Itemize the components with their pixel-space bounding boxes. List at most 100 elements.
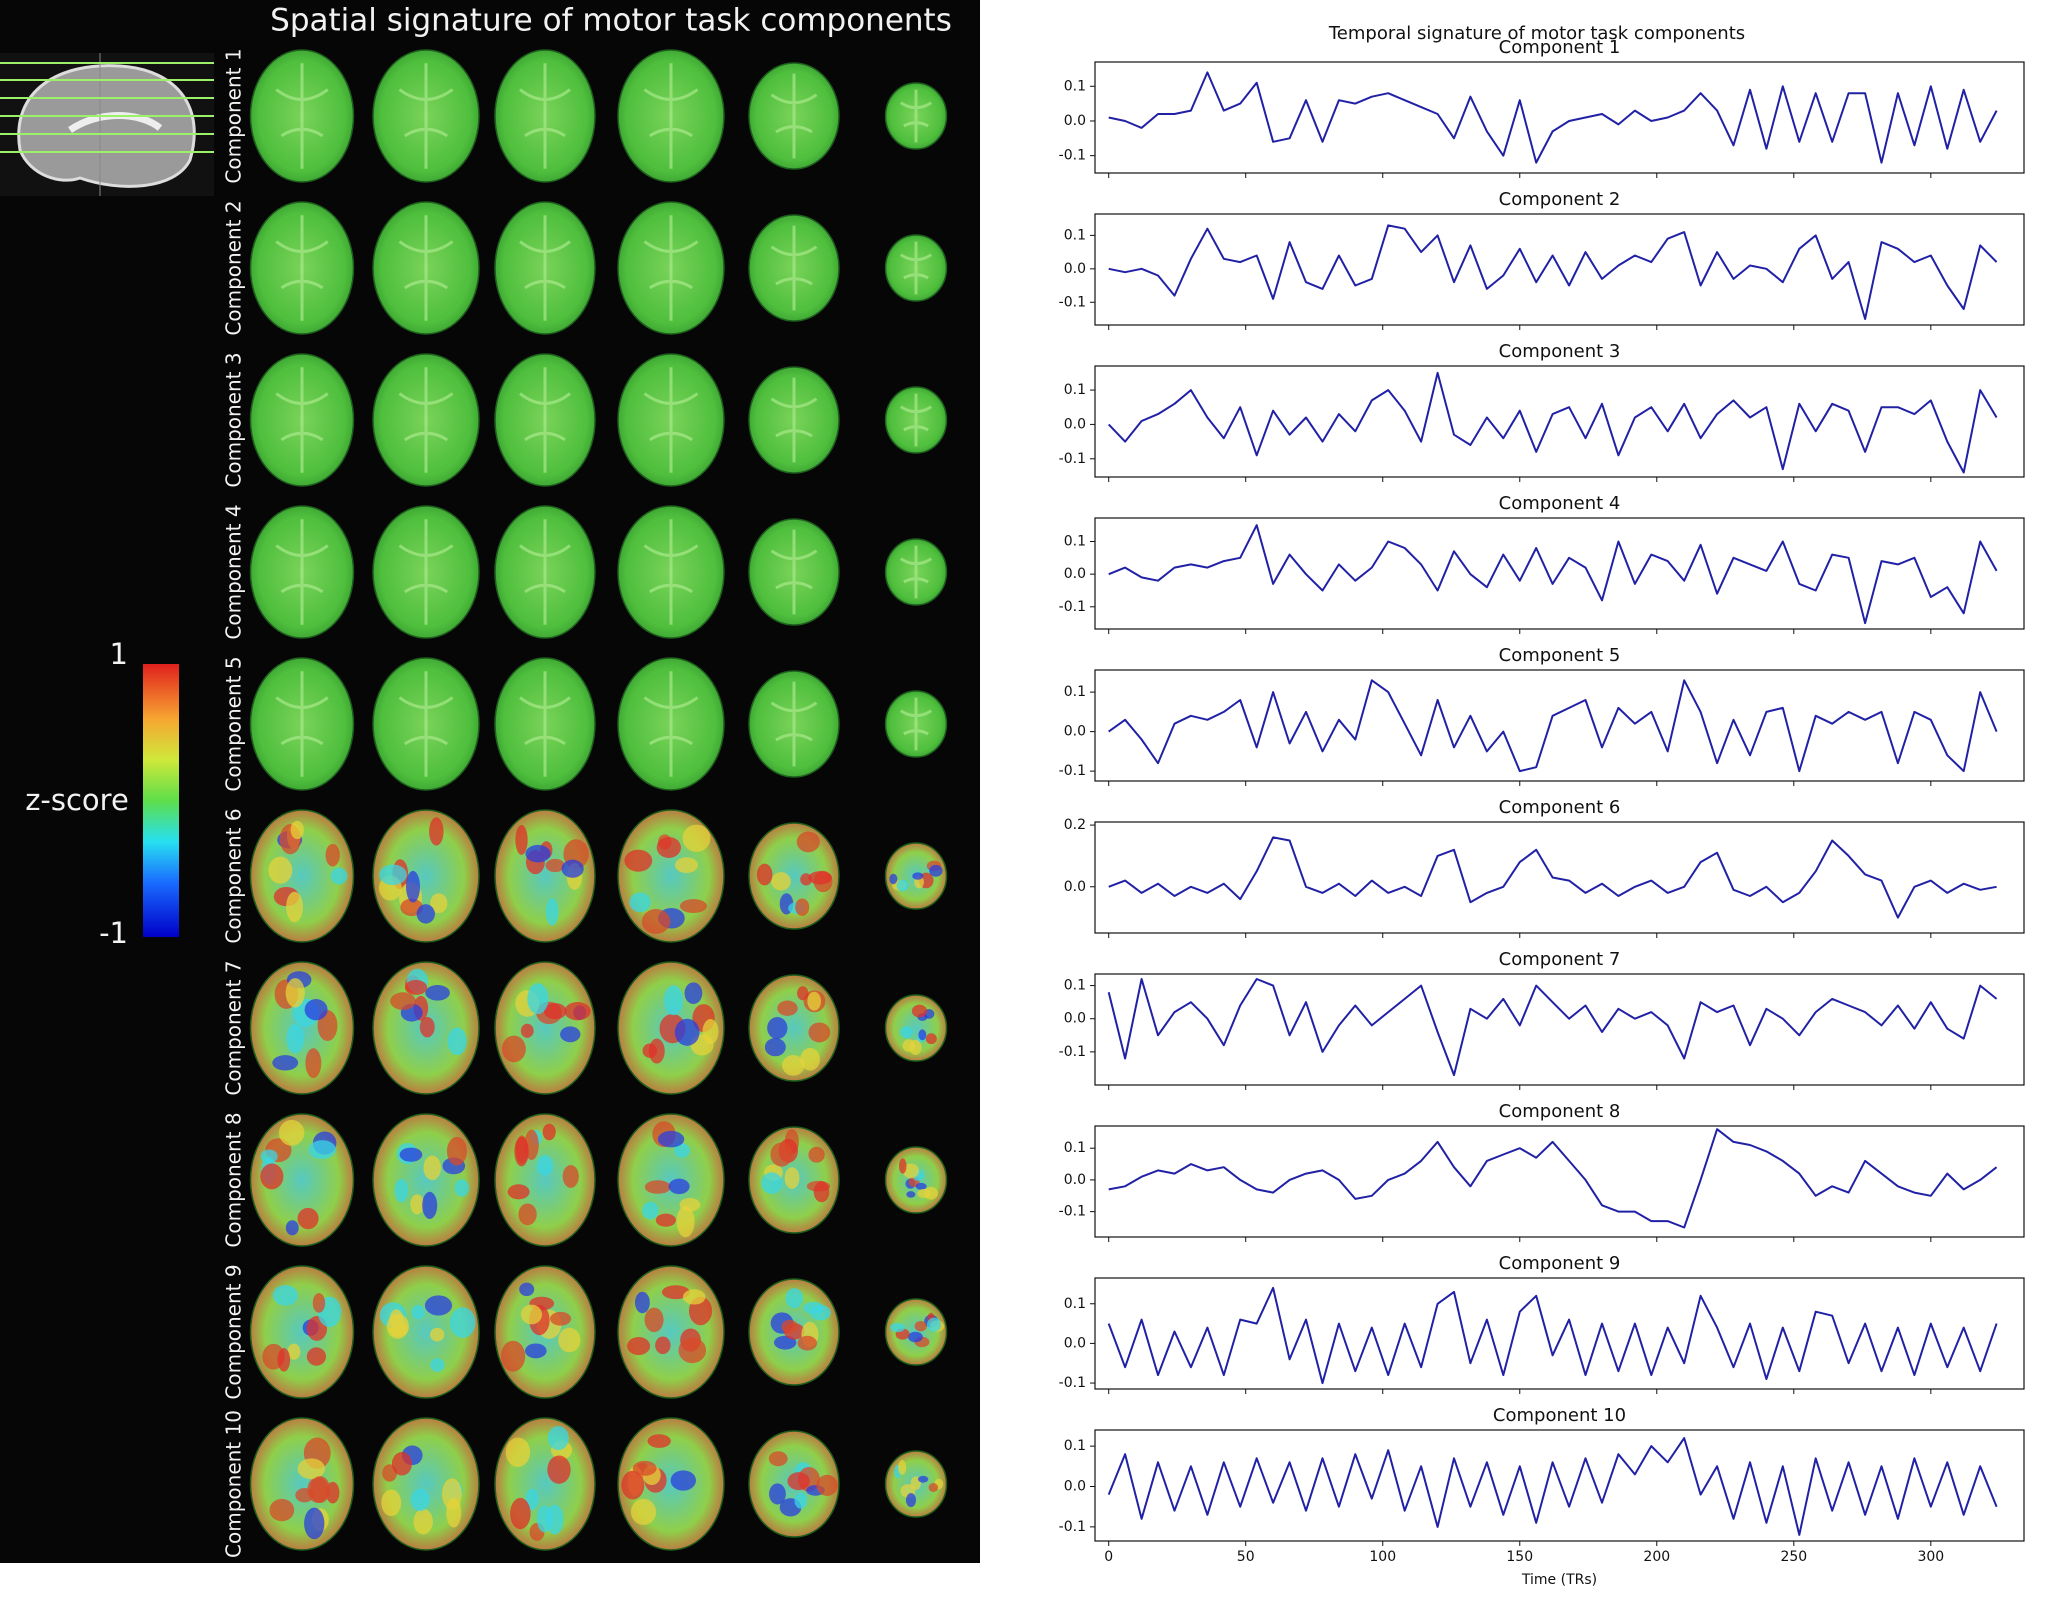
row-label: Component 6 — [222, 808, 246, 943]
brain-folds — [770, 73, 818, 159]
activation-blob — [505, 1437, 531, 1467]
x-tick-label: 300 — [1917, 1549, 1944, 1565]
activation-blob — [813, 1181, 830, 1203]
series-line — [1107, 371, 1998, 474]
y-tick-label: 0.1 — [1064, 1438, 1086, 1454]
subplot-title: Component 7 — [1499, 949, 1621, 970]
activation-blob — [674, 857, 698, 873]
brain-folds — [519, 519, 571, 625]
activation-blob — [386, 1313, 409, 1339]
activation-blob — [413, 1508, 433, 1535]
activation-blob — [902, 1163, 920, 1179]
axes-frame — [1094, 1125, 2025, 1238]
activation-blob — [647, 1434, 671, 1448]
activation-blob — [767, 1017, 788, 1040]
row-label: Component 9 — [222, 1264, 246, 1399]
activation-blob — [543, 1003, 567, 1020]
activation-blob — [272, 1284, 298, 1306]
brain-slice — [748, 822, 840, 930]
brain-folds — [770, 225, 818, 311]
activation-blob — [546, 1504, 564, 1535]
activation-blob — [325, 843, 340, 867]
activation-blob — [404, 979, 428, 996]
activation-blob — [644, 1307, 664, 1333]
axes-frame — [1094, 61, 2025, 174]
activation-blob — [391, 1451, 412, 1476]
y-tick-label: 0.0 — [1064, 566, 1086, 582]
activation-blob — [797, 1335, 818, 1351]
activation-blob — [430, 893, 448, 914]
activation-blob — [542, 1123, 556, 1141]
activation-blob — [454, 1179, 470, 1197]
x-tick-label: 0 — [1104, 1549, 1113, 1565]
row-label: Component 7 — [222, 960, 246, 1095]
figure-title: Temporal signature of motor task compone… — [1328, 23, 1745, 44]
activation-blob — [306, 1347, 327, 1366]
activation-blob — [807, 991, 821, 1011]
activation-blob — [777, 1000, 798, 1016]
activation-blob — [773, 1335, 797, 1350]
activation-blob — [399, 1147, 423, 1162]
activation-blob — [260, 1149, 278, 1164]
brain-folds — [770, 681, 818, 767]
axes-frame — [1094, 669, 2025, 782]
y-tick-label: 0.0 — [1064, 879, 1086, 895]
activation-blob — [926, 1317, 942, 1332]
activation-blob — [449, 1307, 476, 1338]
activation-blob — [679, 1198, 701, 1212]
activation-blob — [558, 1327, 581, 1353]
x-axis-label: Time (TRs) — [1521, 1572, 1597, 1588]
sagittal-thumbnail — [0, 53, 214, 196]
activation-blob — [682, 1289, 706, 1305]
brain-folds — [398, 215, 454, 321]
subplot-title: Component 10 — [1493, 1405, 1626, 1426]
activation-blob — [917, 1475, 929, 1483]
activation-blob — [285, 978, 305, 1008]
row-label: Component 5 — [222, 656, 246, 791]
row-label: Component 2 — [222, 200, 246, 335]
x-tick-label: 100 — [1369, 1549, 1396, 1565]
brain-folds — [643, 215, 699, 321]
activation-blob — [305, 1048, 322, 1079]
activation-blob — [447, 1027, 467, 1056]
activation-blob — [381, 1489, 402, 1517]
series-line — [1107, 978, 1998, 1077]
activation-blob — [525, 1488, 539, 1510]
subplot-title: Component 4 — [1499, 493, 1621, 514]
x-tick-label: 50 — [1237, 1549, 1255, 1565]
brain-folds — [398, 367, 454, 473]
row-label: Component 8 — [222, 1112, 246, 1247]
activation-blob — [655, 1213, 676, 1227]
brain-slice — [249, 1417, 355, 1551]
activation-blob — [929, 864, 943, 877]
activation-blob — [769, 1483, 786, 1505]
series-line — [1108, 71, 1998, 164]
y-tick-label: 0.1 — [1064, 534, 1086, 550]
activation-blob — [624, 849, 653, 872]
brain-folds — [398, 63, 454, 169]
activation-blob — [673, 1143, 691, 1158]
series-line — [1108, 224, 1998, 320]
series-line — [1107, 1437, 1998, 1536]
y-tick-label: 0.1 — [1064, 1296, 1086, 1312]
brain-slice — [372, 809, 480, 943]
row-label: Component 10 — [222, 1410, 246, 1558]
activation-blob — [297, 1458, 325, 1480]
x-tick-label: 250 — [1780, 1549, 1807, 1565]
brain-folds — [398, 519, 454, 625]
brain-folds — [899, 697, 933, 751]
activation-blob — [889, 873, 898, 885]
activation-blob — [632, 1460, 657, 1476]
activation-blob — [803, 1301, 824, 1314]
activation-blob — [663, 985, 684, 1016]
y-tick-label: 0.0 — [1064, 1011, 1086, 1027]
activation-blob — [411, 1305, 425, 1320]
axes-frame — [1094, 973, 2025, 1086]
activation-blob — [423, 1155, 442, 1181]
y-tick-label: -0.1 — [1059, 1375, 1086, 1391]
activation-blob — [410, 1194, 425, 1215]
series-line — [1108, 524, 1998, 625]
y-tick-label: -0.1 — [1059, 294, 1086, 310]
activation-blob — [914, 1320, 927, 1332]
